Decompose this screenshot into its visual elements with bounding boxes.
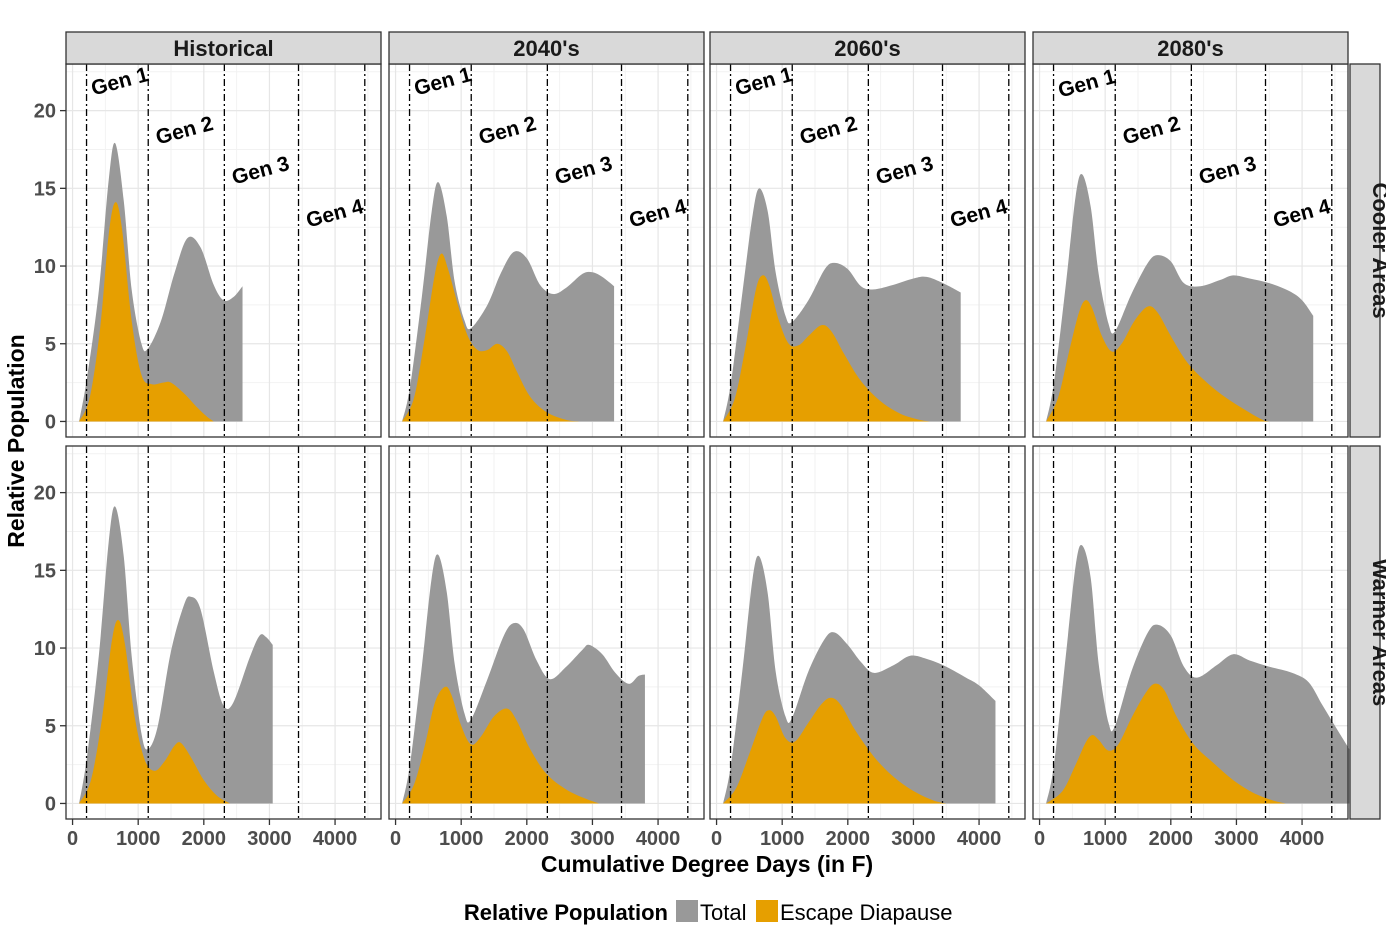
x-tick-label: 1000 <box>439 828 484 850</box>
strip-cooler-areas: Cooler Areas <box>1349 63 1386 438</box>
y-tick-label: 20 <box>34 101 56 123</box>
strip-historical: Historical <box>65 31 382 65</box>
x-tick-label: 0 <box>67 828 78 850</box>
strip-2080-s: 2080's <box>1032 31 1349 65</box>
strip-background <box>388 31 705 65</box>
area-escape-diapause <box>723 275 930 422</box>
y-tick-label: 10 <box>34 256 56 278</box>
strip-2040-s: 2040's <box>388 31 705 65</box>
legend-key-escape-diapause <box>756 900 778 922</box>
area-escape-diapause <box>402 686 599 804</box>
area-escape-diapause <box>402 253 580 422</box>
x-tick-label: 0 <box>1034 828 1045 850</box>
panel-warmer-areas-2040-s <box>388 445 705 820</box>
strip-background <box>1349 63 1381 438</box>
area-escape-diapause <box>1046 683 1286 804</box>
x-tick-label: 3000 <box>1214 828 1259 850</box>
y-axis-title: Relative Population <box>3 334 29 547</box>
x-tick-label: 3000 <box>247 828 292 850</box>
strip-background <box>709 31 1026 65</box>
strip-label: 2060's <box>834 36 900 61</box>
area-escape-diapause <box>723 697 947 804</box>
area-escape-diapause <box>79 202 214 422</box>
x-tick-label: 4000 <box>1280 828 1325 850</box>
legend-label-total: Total <box>700 900 746 925</box>
x-tick-label: 2000 <box>182 828 227 850</box>
strip-label: Warmer Areas <box>1368 559 1386 707</box>
legend-title: Relative Population <box>464 900 668 925</box>
y-tick-label: 20 <box>34 483 56 505</box>
strip-label: Historical <box>173 36 273 61</box>
strip-label: 2040's <box>513 36 579 61</box>
y-tick-label: 5 <box>45 716 56 738</box>
strip-background <box>1349 445 1381 820</box>
strip-2060-s: 2060's <box>709 31 1026 65</box>
x-tick-label: 4000 <box>636 828 681 850</box>
y-tick-label: 5 <box>45 334 56 356</box>
x-tick-label: 2000 <box>1149 828 1194 850</box>
axes-layer: Historical 2040's 2060's 2080's Cooler Areas… <box>34 31 1386 850</box>
y-tick-label: 15 <box>34 560 56 582</box>
x-tick-label: 3000 <box>891 828 936 850</box>
x-tick-label: 2000 <box>826 828 871 850</box>
panel-border <box>1032 445 1349 820</box>
legend-key-total <box>676 900 698 922</box>
y-tick-label: 15 <box>34 178 56 200</box>
area-escape-diapause <box>79 619 231 804</box>
legend-label-escape-diapause: Escape Diapause <box>780 900 952 925</box>
x-tick-label: 4000 <box>313 828 358 850</box>
strip-warmer-areas: Warmer Areas <box>1349 445 1386 820</box>
x-tick-label: 3000 <box>570 828 615 850</box>
x-tick-label: 0 <box>711 828 722 850</box>
y-tick-label: 0 <box>45 793 56 815</box>
x-axis-title: Cumulative Degree Days (in F) <box>541 851 873 877</box>
strip-label: Cooler Areas <box>1368 182 1386 318</box>
x-tick-label: 1000 <box>1083 828 1128 850</box>
panel-warmer-areas-historical <box>65 445 382 820</box>
panel-border <box>709 445 1026 820</box>
x-tick-label: 4000 <box>957 828 1002 850</box>
strip-label: 2080's <box>1157 36 1223 61</box>
x-tick-label: 1000 <box>116 828 161 850</box>
x-tick-label: 2000 <box>505 828 550 850</box>
area-total <box>723 555 996 804</box>
x-tick-label: 1000 <box>760 828 805 850</box>
panel-warmer-areas-2080-s <box>1032 445 1350 820</box>
panel-warmer-areas-2060-s <box>709 445 1026 820</box>
panel-border <box>388 445 705 820</box>
strip-background <box>65 31 382 65</box>
strip-background <box>1032 31 1349 65</box>
x-tick-label: 0 <box>390 828 401 850</box>
y-tick-label: 10 <box>34 638 56 660</box>
y-tick-label: 0 <box>45 411 56 433</box>
legend: Relative Population Total Escape Diapaus… <box>464 900 952 925</box>
area-escape-diapause <box>1046 300 1270 422</box>
panel-border <box>65 445 382 820</box>
